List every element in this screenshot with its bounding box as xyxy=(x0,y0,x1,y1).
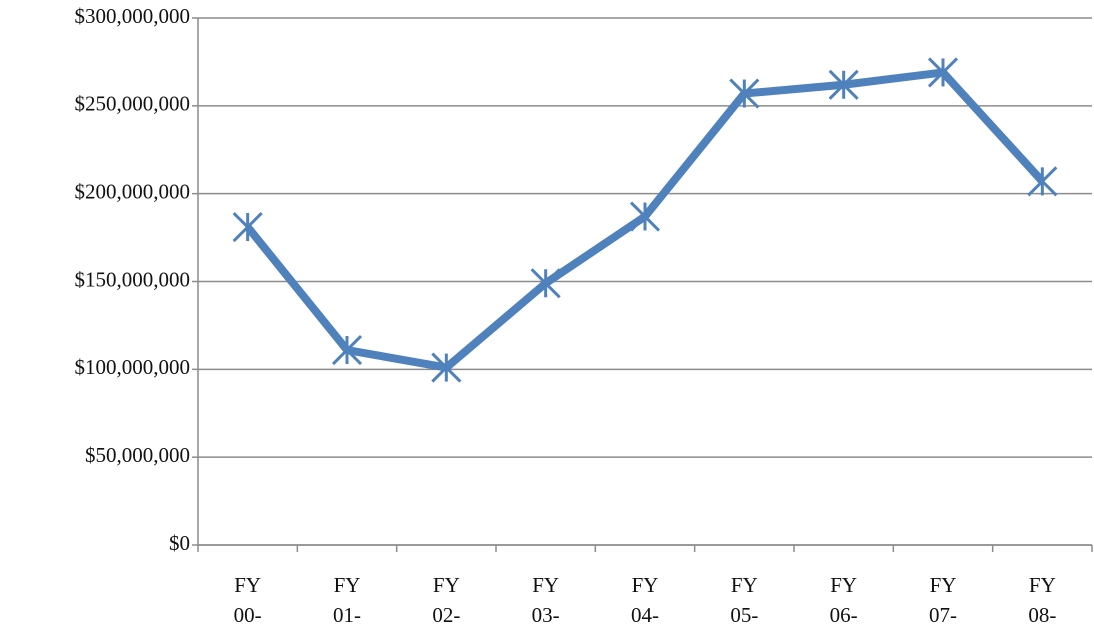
x-tick-label: FY 02-03 xyxy=(432,573,461,627)
x-tick-label: FY 05-06 xyxy=(730,573,759,627)
x-tick-label: FY 01-02 xyxy=(333,573,362,627)
data-marker xyxy=(1027,166,1058,197)
data-marker xyxy=(431,352,462,383)
x-tick-label: FY 04-05 xyxy=(631,573,660,627)
y-tick-label: $200,000,000 xyxy=(75,179,191,203)
y-tick-label: $50,000,000 xyxy=(85,443,190,467)
data-marker xyxy=(530,268,561,299)
y-tick-label: $150,000,000 xyxy=(75,267,191,291)
data-marker xyxy=(828,69,859,100)
y-tick-label: $0 xyxy=(169,531,190,555)
data-marker xyxy=(629,201,661,232)
data-marker xyxy=(331,334,363,366)
x-tick-label: FY 03-04 xyxy=(531,573,560,627)
y-tick-label: $100,000,000 xyxy=(75,355,191,379)
x-tick-label: FY 08-09 xyxy=(1028,573,1057,627)
data-marker xyxy=(232,211,263,243)
x-tick-label: FY 07-08 xyxy=(929,573,958,627)
x-tick-label: FY 06-07 xyxy=(829,573,858,627)
y-tick-label: $250,000,000 xyxy=(75,92,191,116)
data-marker xyxy=(927,57,959,88)
data-marker xyxy=(729,78,760,109)
y-tick-label: $300,000,000 xyxy=(75,4,191,28)
x-tick-label: FY 00-01 xyxy=(233,573,262,627)
